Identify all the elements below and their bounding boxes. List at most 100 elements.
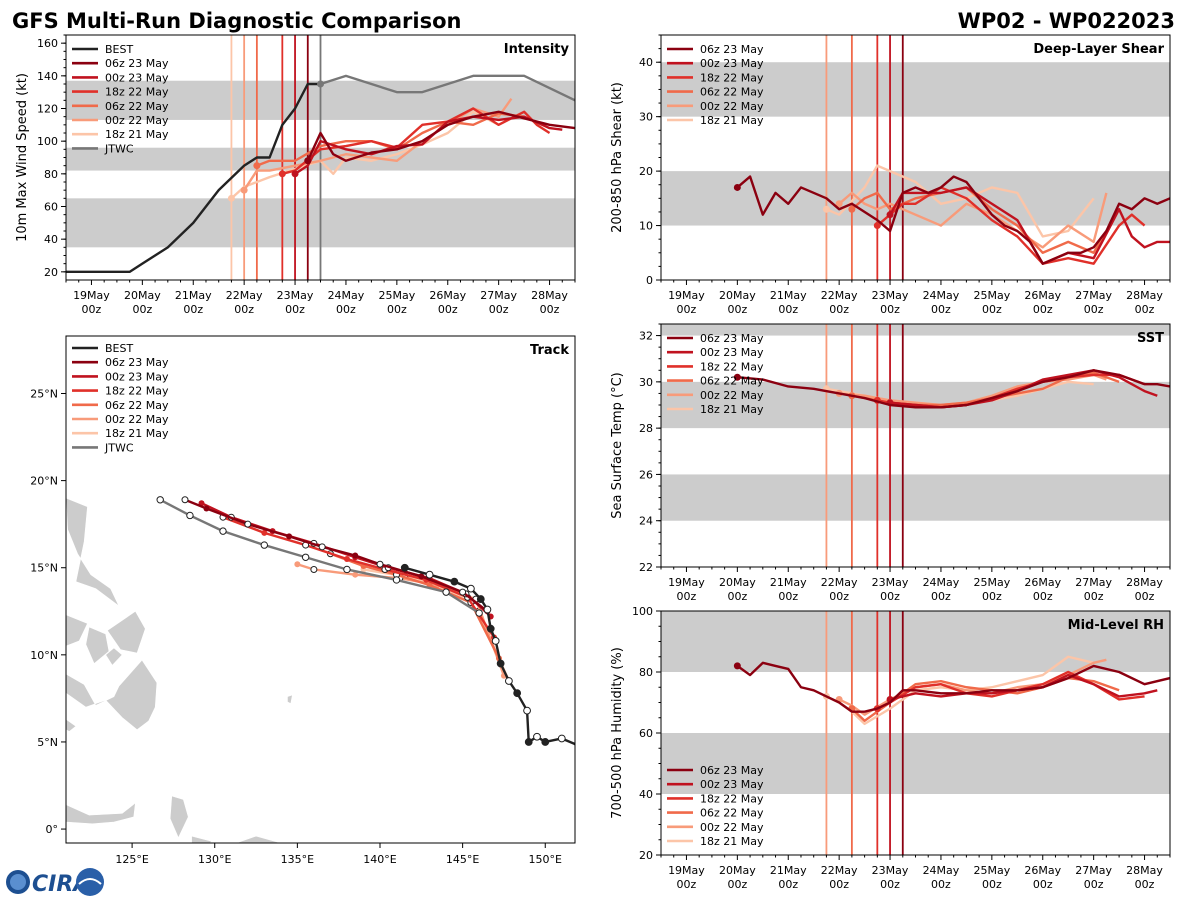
- land-11: [287, 694, 293, 705]
- track-run-point-0: [352, 552, 359, 559]
- shear-xtick-sub-4: 00z: [880, 303, 900, 316]
- intensity-xtick-label-6: 25May: [378, 289, 415, 302]
- intensity-xtick-sub-1: 00z: [132, 303, 152, 316]
- intensity-jtwc-start-point: [317, 80, 324, 88]
- track-run-point-0: [181, 496, 189, 504]
- intensity-run-start-point-4: [240, 186, 248, 194]
- sst-ytick-label-2: 26: [639, 468, 653, 481]
- shear-xtick-label-0: 19May: [668, 289, 705, 302]
- sst-xtick-label-1: 20May: [719, 576, 756, 589]
- sst-xtick-label-6: 25May: [973, 576, 1010, 589]
- rh-xtick-sub-1: 00z: [727, 878, 747, 891]
- sst-ytick-label-1: 24: [639, 515, 653, 528]
- shear-legend-run-5-label: 18z 21 May: [700, 114, 764, 127]
- track-best-point: [541, 738, 550, 746]
- sst-xtick-label-4: 23May: [872, 576, 909, 589]
- land-0: [66, 497, 120, 607]
- intensity-run-start-point-3: [253, 162, 261, 170]
- intensity-series-jtwc: [320, 74, 575, 102]
- intensity-ytick-label-0: 20: [44, 266, 58, 279]
- shear-xtick-label-4: 23May: [872, 289, 909, 302]
- sst-legend-run-0-label: 06z 23 May: [700, 332, 764, 345]
- rh-ytick-label-2: 60: [639, 727, 653, 740]
- shear-xtick-sub-0: 00z: [677, 303, 697, 316]
- rh-series-run-0: [736, 661, 1170, 713]
- track-ytick-label-5: 25°N: [30, 387, 58, 400]
- shear-xtick-label-5: 24May: [923, 289, 960, 302]
- storm-id-title: WP02 - WP022023: [958, 9, 1175, 33]
- track-jtwc-point: [392, 576, 401, 584]
- track-map-area: [66, 336, 575, 843]
- intensity-ytick-label-5: 120: [37, 103, 58, 116]
- track-run-point-2: [261, 529, 268, 536]
- intensity-xtick-label-2: 21May: [175, 289, 212, 302]
- intensity-xtick-label-4: 23May: [277, 289, 314, 302]
- intensity-xtick-sub-9: 00z: [540, 303, 560, 316]
- land-3: [106, 610, 146, 654]
- intensity-series-run-5: [230, 110, 500, 200]
- track-frame: [65, 335, 576, 844]
- track-legend-run-3-label: 06z 22 May: [105, 399, 169, 412]
- shear-xtick-label-8: 27May: [1075, 289, 1112, 302]
- track-legend-run-0-label: 06z 23 May: [105, 356, 169, 369]
- intensity-panel-title: Intensity: [504, 42, 570, 57]
- track-run-point-0: [418, 573, 425, 580]
- rh-ytick-label-1: 40: [639, 788, 653, 801]
- intensity-legend-run-2-label: 18z 22 May: [105, 86, 169, 99]
- sst-legend-run-1-label: 00z 23 May: [700, 346, 764, 359]
- track-ytick-label-3: 15°N: [30, 562, 58, 575]
- rh-xtick-sub-9: 00z: [1135, 878, 1155, 891]
- shear-xtick-label-7: 26May: [1024, 289, 1061, 302]
- shear-xtick-sub-2: 00z: [778, 303, 798, 316]
- sst-xtick-sub-8: 00z: [1084, 590, 1104, 603]
- land-4: [105, 647, 123, 666]
- track-best-point: [504, 677, 513, 685]
- track-xtick-label-2: 135°E: [281, 853, 314, 866]
- intensity-ytick-label-4: 100: [37, 135, 58, 148]
- shear-xtick-label-2: 21May: [770, 289, 807, 302]
- shear-legend-run-3-label: 06z 22 May: [700, 86, 764, 99]
- intensity-xtick-sub-4: 00z: [285, 303, 305, 316]
- rh-xtick-label-7: 26May: [1024, 864, 1061, 877]
- track-legend-run-4-label: 00z 22 May: [105, 413, 169, 426]
- track-best-point: [574, 743, 575, 748]
- intensity-ytick-label-3: 80: [44, 168, 58, 181]
- track-run-point-0: [318, 543, 326, 551]
- track-legend-jtwc-label: JTWC: [104, 441, 134, 454]
- rh-xtick-label-1: 20May: [719, 864, 756, 877]
- sst-xtick-label-9: 28May: [1126, 576, 1163, 589]
- track-ytick-label-4: 20°N: [30, 475, 58, 488]
- shear-ytick-label-4: 40: [639, 56, 653, 69]
- shear-xtick-sub-9: 00z: [1135, 303, 1155, 316]
- intensity-legend-run-0-label: 06z 23 May: [105, 57, 169, 70]
- rh-band-0: [661, 733, 1170, 794]
- shear-xtick-sub-5: 00z: [931, 303, 951, 316]
- track-run-point-0: [459, 588, 467, 596]
- intensity-xtick-sub-7: 00z: [438, 303, 458, 316]
- rh-series-group: [733, 611, 1170, 855]
- intensity-ytick-label-6: 140: [37, 70, 58, 83]
- logo-seal-icon: [76, 868, 104, 896]
- sst-xtick-sub-1: 00z: [727, 590, 747, 603]
- shear-series-run-2: [876, 186, 1146, 265]
- track-legend-run-5-label: 18z 21 May: [105, 427, 169, 440]
- rh-xtick-sub-8: 00z: [1084, 878, 1104, 891]
- sst-xtick-label-0: 19May: [668, 576, 705, 589]
- track-best-point: [466, 584, 475, 593]
- sst-xtick-sub-5: 00z: [931, 590, 951, 603]
- cira-logo: CIRA: [6, 868, 104, 897]
- rh-xtick-label-4: 23May: [872, 864, 909, 877]
- intensity-xtick-label-0: 19May: [73, 289, 110, 302]
- sst-legend-run-5-label: 18z 21 May: [700, 403, 764, 416]
- track-ytick-label-2: 10°N: [30, 649, 58, 662]
- intensity-xtick-sub-8: 00z: [489, 303, 509, 316]
- intensity-ytick-label-1: 40: [44, 233, 58, 246]
- land-1: [66, 614, 88, 647]
- track-jtwc-point: [442, 588, 450, 596]
- rh-ylabel: 700-500 hPa Humidity (%): [610, 647, 625, 819]
- intensity-legend-run-4-label: 00z 22 May: [105, 114, 169, 127]
- track-legend-run-1-label: 00z 23 May: [105, 370, 169, 383]
- shear-series-run-5: [825, 164, 1095, 238]
- track-legend-best-label: BEST: [105, 342, 133, 355]
